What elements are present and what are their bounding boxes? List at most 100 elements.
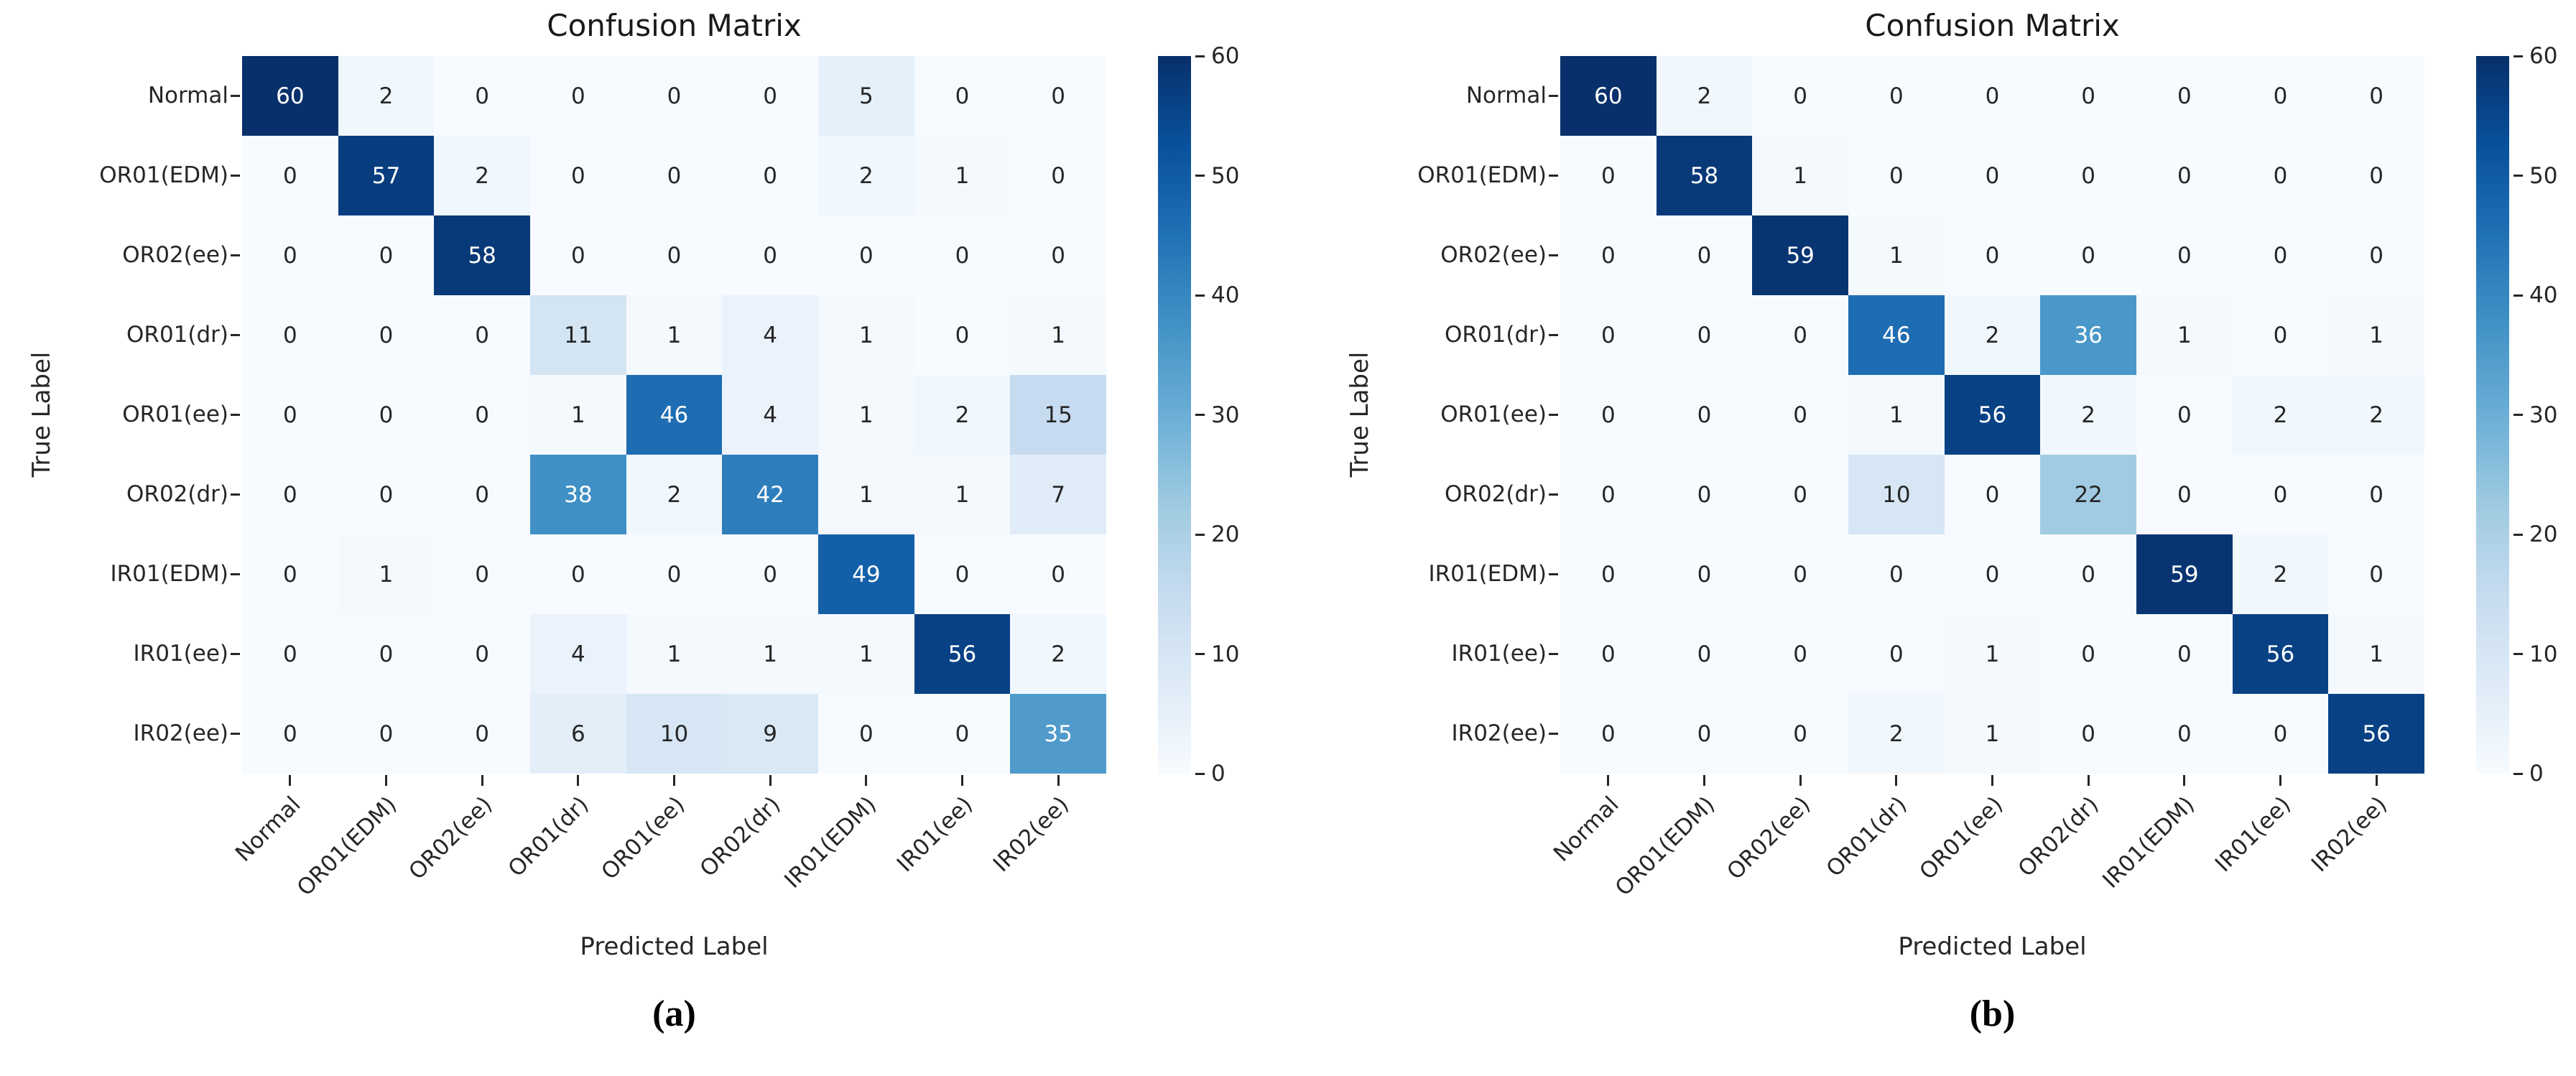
matrix-cell: 4 xyxy=(530,614,626,694)
matrix-cell: 2 xyxy=(1656,56,1753,136)
tick-mark xyxy=(231,653,240,655)
x-axis-title: Predicted Label xyxy=(580,932,769,961)
matrix-cell: 0 xyxy=(818,694,914,774)
y-tick-label: Normal xyxy=(1465,83,1547,108)
matrix-cell: 2 xyxy=(818,136,914,215)
tick-mark xyxy=(231,493,240,496)
y-tick-label: OR02(ee) xyxy=(1440,242,1547,268)
tick-mark xyxy=(1549,733,1558,735)
tick-mark xyxy=(1549,573,1558,575)
matrix-cell: 56 xyxy=(914,614,1011,694)
tick-mark xyxy=(1549,334,1558,336)
tick-mark xyxy=(961,775,963,786)
matrix-cell: 0 xyxy=(434,694,530,774)
matrix-cell: 0 xyxy=(1848,534,1945,614)
matrix-cell: 0 xyxy=(1010,56,1106,136)
matrix-cell: 22 xyxy=(2040,455,2136,534)
matrix-cell: 0 xyxy=(2232,455,2329,534)
matrix-cell: 7 xyxy=(1010,455,1106,534)
matrix-cell: 0 xyxy=(1944,136,2041,215)
matrix-cell: 0 xyxy=(626,215,723,295)
matrix-cell: 0 xyxy=(914,534,1011,614)
matrix-cell: 1 xyxy=(626,295,723,375)
matrix-cell: 0 xyxy=(338,455,435,534)
matrix-cell: 2 xyxy=(1848,694,1945,774)
matrix-cell: 1 xyxy=(1752,136,1848,215)
matrix-cell: 0 xyxy=(2232,694,2329,774)
matrix-cell: 0 xyxy=(2328,56,2424,136)
tick-mark xyxy=(289,775,292,786)
x-tick-label: OR02(ee) xyxy=(404,792,498,885)
y-tick-label: Normal xyxy=(147,83,228,108)
x-tick-label: IR02(ee) xyxy=(2306,792,2392,878)
matrix-cell: 0 xyxy=(1560,455,1657,534)
matrix-cell: 0 xyxy=(434,614,530,694)
y-tick-labels: Normal OR01(EDM) OR02(ee) OR01(dr) OR01(ee) O… xyxy=(1318,56,1547,774)
matrix-cell: 0 xyxy=(722,136,818,215)
matrix-cell: 0 xyxy=(1560,295,1657,375)
tick-mark xyxy=(1195,414,1205,416)
matrix-cell: 2 xyxy=(1944,295,2041,375)
matrix-cell: 0 xyxy=(242,614,338,694)
matrix-cell: 56 xyxy=(2232,614,2329,694)
matrix-cell: 0 xyxy=(1560,215,1657,295)
y-tick-label: OR02(dr) xyxy=(126,481,228,507)
x-tick-label: OR02(dr) xyxy=(2013,792,2104,882)
tick-mark xyxy=(1607,775,1610,786)
matrix-cell: 0 xyxy=(434,534,530,614)
tick-mark xyxy=(231,334,240,336)
matrix-cell: 0 xyxy=(2040,614,2136,694)
matrix-cell: 1 xyxy=(626,614,723,694)
matrix-cell: 0 xyxy=(2328,534,2424,614)
panel-caption: (a) xyxy=(652,993,696,1034)
x-tick-label: OR01(dr) xyxy=(1821,792,1912,882)
matrix-cell: 0 xyxy=(2136,215,2233,295)
matrix-cell: 0 xyxy=(626,136,723,215)
colorbar-tick-label: 30 xyxy=(1211,402,1240,428)
y-tick-label: IR02(ee) xyxy=(1451,720,1547,746)
matrix-cell: 0 xyxy=(338,375,435,455)
matrix-cell: 0 xyxy=(1752,694,1848,774)
matrix-cell: 0 xyxy=(722,215,818,295)
matrix-cell: 0 xyxy=(434,295,530,375)
tick-mark xyxy=(1549,653,1558,655)
tick-mark xyxy=(1195,653,1205,655)
y-tick-label: IR01(EDM) xyxy=(110,561,228,587)
colorbar-tick-label: 60 xyxy=(1211,43,1240,69)
x-tick-label: IR01(EDM) xyxy=(779,792,882,894)
x-tick-label: Normal xyxy=(230,792,306,867)
matrix-cell: 35 xyxy=(1010,694,1106,774)
tick-mark xyxy=(1057,775,1060,786)
colorbar-tick-label: 40 xyxy=(2529,282,2558,308)
y-tick-label: OR01(EDM) xyxy=(99,162,228,188)
matrix-cell: 0 xyxy=(626,56,723,136)
matrix-cell: 0 xyxy=(1848,136,1945,215)
matrix-cell: 0 xyxy=(242,455,338,534)
tick-mark xyxy=(2183,775,2186,786)
y-tick-label: OR02(ee) xyxy=(122,242,228,268)
colorbar-tick-label: 50 xyxy=(1211,162,1240,189)
tick-mark xyxy=(1195,294,1205,297)
matrix-cell: 0 xyxy=(2040,136,2136,215)
tick-mark xyxy=(2514,294,2523,297)
tick-mark xyxy=(231,414,240,416)
matrix-cell: 59 xyxy=(1752,215,1848,295)
matrix-cell: 0 xyxy=(1752,295,1848,375)
matrix-cell: 0 xyxy=(242,136,338,215)
matrix-cell: 0 xyxy=(2232,215,2329,295)
matrix-cell: 0 xyxy=(2328,455,2424,534)
matrix-cell: 1 xyxy=(914,455,1011,534)
y-tick-label: OR01(ee) xyxy=(1440,402,1547,427)
tick-mark xyxy=(1549,493,1558,496)
matrix-cell: 0 xyxy=(338,215,435,295)
tick-mark xyxy=(1799,775,1802,786)
y-tick-label: OR01(dr) xyxy=(1445,322,1547,348)
colorbar-tick-label: 0 xyxy=(1211,761,1226,787)
tick-mark xyxy=(2514,533,2523,536)
matrix-cell: 0 xyxy=(1010,136,1106,215)
matrix-cell: 0 xyxy=(1010,215,1106,295)
matrix-cell: 58 xyxy=(434,215,530,295)
matrix-cell: 49 xyxy=(818,534,914,614)
matrix-cell: 0 xyxy=(1752,375,1848,455)
matrix-cell: 0 xyxy=(2328,136,2424,215)
